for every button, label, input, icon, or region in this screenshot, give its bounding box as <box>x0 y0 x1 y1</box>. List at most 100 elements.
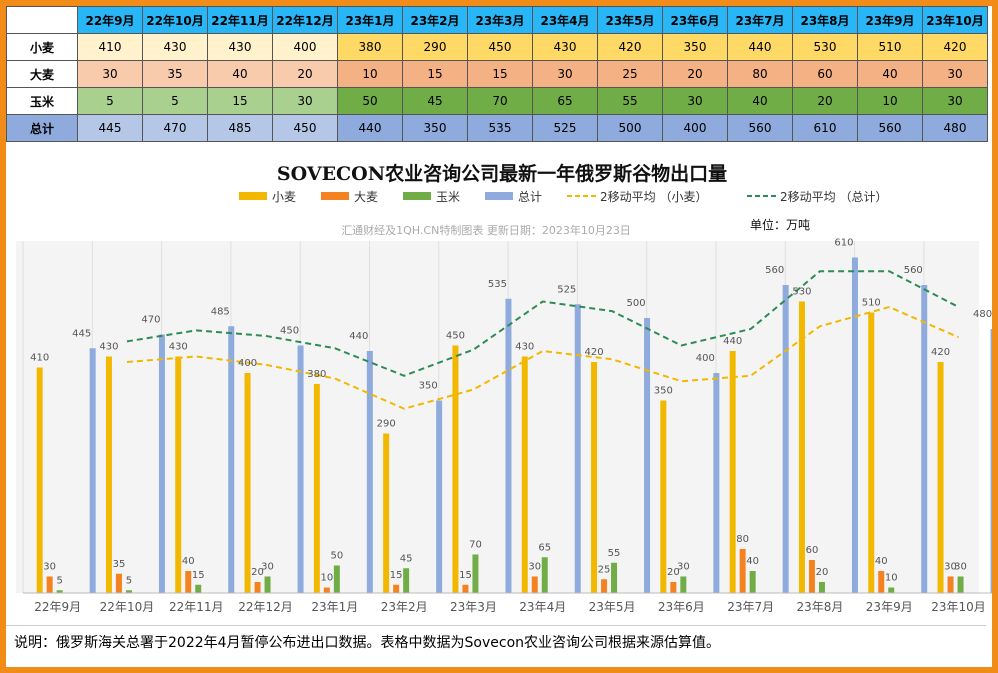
data-label: 5 <box>126 575 132 586</box>
table-cell: 485 <box>207 114 273 142</box>
data-label: 30 <box>43 562 56 573</box>
x-tick-label: 23年8月 <box>796 600 843 614</box>
table-cell: 610 <box>792 114 858 142</box>
bar-大麦 <box>393 584 400 593</box>
data-label: 20 <box>251 567 264 578</box>
data-label: 80 <box>736 534 749 545</box>
row-label: 大麦 <box>6 60 78 88</box>
bar-大麦 <box>670 582 677 593</box>
x-tick-label: 23年3月 <box>450 600 497 614</box>
data-label: 535 <box>488 279 507 290</box>
table-cell: 450 <box>467 33 533 61</box>
data-label: 500 <box>627 298 646 309</box>
data-label: 40 <box>875 556 888 567</box>
data-label: 560 <box>904 265 923 276</box>
data-label: 30 <box>528 562 541 573</box>
table-cell: 430 <box>207 33 273 61</box>
x-tick-label: 22年12月 <box>238 600 293 614</box>
data-label: 30 <box>944 562 957 573</box>
chart-title: SOVECON农业咨询公司最新一年俄罗斯谷物出口量 <box>277 162 727 185</box>
bar-玉米 <box>749 571 756 593</box>
data-label: 10 <box>885 573 898 584</box>
moving-average-line <box>126 305 959 410</box>
month-header: 23年1月 <box>337 6 403 34</box>
x-tick-label: 23年7月 <box>727 600 774 614</box>
data-label: 35 <box>113 559 126 570</box>
table-cell: 440 <box>337 114 403 142</box>
data-label: 50 <box>330 551 343 562</box>
data-label: 15 <box>390 570 403 581</box>
table-cell: 420 <box>597 33 663 61</box>
legend-label: 2移动平均 （总计） <box>780 190 887 204</box>
bar-大麦 <box>115 573 122 593</box>
data-label: 45 <box>400 553 413 564</box>
data-label: 20 <box>816 567 829 578</box>
data-label: 30 <box>677 562 690 573</box>
table-cell: 30 <box>662 87 728 115</box>
bar-总计 <box>505 298 512 593</box>
table-cell: 560 <box>727 114 793 142</box>
x-tick-label: 23年9月 <box>866 600 913 614</box>
bar-小麦 <box>383 433 390 593</box>
bar-小麦 <box>591 362 598 593</box>
legend-swatch <box>239 192 267 200</box>
legend-label: 总计 <box>518 190 542 204</box>
data-label: 440 <box>723 336 742 347</box>
table-cell: 15 <box>207 87 273 115</box>
x-tick-label: 23年1月 <box>311 600 358 614</box>
bar-大麦 <box>808 560 815 593</box>
x-tick-label: 23年5月 <box>589 600 636 614</box>
bar-总计 <box>782 285 789 593</box>
data-label: 400 <box>238 358 257 369</box>
table-cell: 445 <box>77 114 143 142</box>
x-tick-label: 23年2月 <box>381 600 428 614</box>
bar-玉米 <box>264 576 271 593</box>
month-header: 23年5月 <box>597 6 663 34</box>
table-cell: 30 <box>532 60 598 88</box>
data-label: 480 <box>973 309 992 320</box>
table-cell: 60 <box>792 60 858 88</box>
table-cell: 10 <box>337 60 403 88</box>
table-cell: 20 <box>662 60 728 88</box>
bar-小麦 <box>452 345 459 593</box>
table-cell: 420 <box>922 33 988 61</box>
bar-总计 <box>851 257 858 593</box>
table-cell: 5 <box>142 87 208 115</box>
unit-label: 单位：万吨 <box>750 217 810 232</box>
bar-玉米 <box>611 562 618 593</box>
month-header: 23年2月 <box>402 6 468 34</box>
bar-玉米 <box>56 590 63 593</box>
legend-label: 大麦 <box>354 190 378 204</box>
data-label: 55 <box>608 548 621 559</box>
table-cell: 5 <box>77 87 143 115</box>
table-cell: 450 <box>272 114 338 142</box>
table-cell: 535 <box>467 114 533 142</box>
table-cell: 510 <box>857 33 923 61</box>
data-label: 430 <box>169 342 188 353</box>
bar-大麦 <box>947 576 954 593</box>
footnote-text: 说明：俄罗斯海关总署于2022年4月暂停公布进出口数据。表格中数据为Soveco… <box>14 635 721 651</box>
bar-大麦 <box>46 576 53 593</box>
x-tick-label: 22年9月 <box>34 600 81 614</box>
bar-小麦 <box>937 362 944 593</box>
bar-玉米 <box>403 568 410 593</box>
data-label: 40 <box>746 556 759 567</box>
row-label: 总计 <box>6 114 78 142</box>
table-cell: 480 <box>922 114 988 142</box>
bar-小麦 <box>868 312 875 593</box>
data-label: 65 <box>538 542 551 553</box>
data-label: 5 <box>56 575 62 586</box>
data-table: 22年9月 22年10月 22年11月 22年12月 23年1月 23年2月 23年3月 23… <box>6 6 988 142</box>
data-label: 610 <box>834 238 853 249</box>
table-row-total: 总计 445 470 485 450 440 350 535 525 500 400 560 610 56… <box>6 114 988 142</box>
data-label: 430 <box>515 342 534 353</box>
table-cell: 500 <box>597 114 663 142</box>
table-cell: 10 <box>857 87 923 115</box>
table-cell: 40 <box>207 60 273 88</box>
bar-大麦 <box>323 587 330 593</box>
bar-大麦 <box>531 576 538 593</box>
bar-总计 <box>297 345 304 593</box>
legend-label: 2移动平均 （小麦） <box>600 190 707 204</box>
bar-总计 <box>436 400 443 593</box>
table-cell: 560 <box>857 114 923 142</box>
